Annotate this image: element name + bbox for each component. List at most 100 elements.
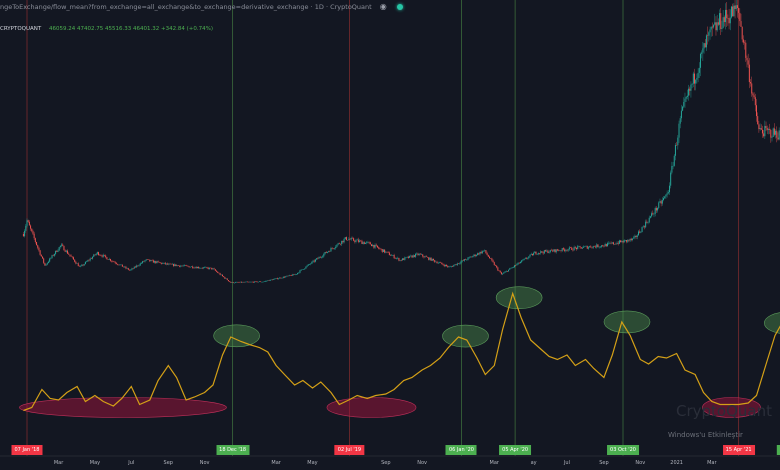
candle-body <box>637 231 639 236</box>
candle-body <box>314 259 316 262</box>
candle-body <box>741 26 743 40</box>
candle-body <box>690 84 692 91</box>
candle-body <box>198 266 200 269</box>
candle-body <box>269 279 271 281</box>
candle-body <box>659 201 661 203</box>
candle-body <box>736 5 738 9</box>
candle-body <box>316 258 318 260</box>
candle-body <box>604 244 606 247</box>
candle-body <box>468 256 470 258</box>
candle-body <box>652 213 654 215</box>
candle-body <box>535 251 537 255</box>
candle-body <box>69 254 71 256</box>
candle-body <box>241 281 243 283</box>
candle-body <box>27 220 29 222</box>
candle-body <box>276 278 278 280</box>
candle-body <box>710 26 712 30</box>
candle-body <box>403 258 405 260</box>
candle-body <box>37 245 39 248</box>
candle-body <box>72 257 74 260</box>
candle-body <box>138 265 140 266</box>
candle-body <box>491 258 493 261</box>
candle-body <box>372 244 374 247</box>
candle-body <box>730 6 732 18</box>
candle-body <box>90 258 92 260</box>
candle-body <box>192 266 194 268</box>
candle-body <box>692 73 694 84</box>
candle-body <box>64 250 66 252</box>
candle-body <box>424 256 426 258</box>
candle-body <box>350 238 352 240</box>
candle-body <box>621 241 623 243</box>
candle-body <box>177 265 179 266</box>
candle-body <box>22 234 24 237</box>
candle-body <box>658 202 660 208</box>
candle-body <box>186 265 188 267</box>
candle-body <box>436 261 438 264</box>
candle-body <box>624 240 626 241</box>
candle-body <box>775 130 777 135</box>
candle-body <box>674 144 676 156</box>
candle-body <box>206 267 208 268</box>
time-axis-tick: Nov <box>417 460 428 466</box>
candle-body <box>560 250 562 252</box>
candle-body <box>517 262 519 265</box>
candle-body <box>140 263 142 264</box>
candle-body <box>252 281 254 283</box>
chart-title: ngeToExchange/flow_mean?from_exchange=al… <box>0 2 372 11</box>
time-axis-tick: Jul <box>563 460 570 466</box>
candle-body <box>667 192 669 194</box>
candle-body <box>119 264 121 266</box>
candle-body <box>759 128 761 130</box>
candle-body <box>131 268 133 270</box>
candle-body <box>456 263 458 266</box>
candle-body <box>47 261 49 263</box>
candle-body <box>497 267 499 271</box>
candle-body <box>758 124 760 130</box>
candle-body <box>26 220 28 226</box>
os-activation-watermark: Windows'u Etkinleştir <box>668 431 743 439</box>
candle-body <box>78 266 80 267</box>
candle-body <box>682 106 684 111</box>
candle-body <box>45 264 47 266</box>
candle-body <box>643 226 645 228</box>
candle-body <box>55 250 57 255</box>
eye-hidden-icon[interactable]: ◉ <box>379 2 387 11</box>
candle-body <box>614 244 616 245</box>
candle-body <box>328 251 330 252</box>
candle-body <box>742 39 744 43</box>
candle-body <box>351 238 353 239</box>
candle-body <box>745 42 747 58</box>
candle-body <box>180 265 182 267</box>
low-zone-ellipse <box>19 397 227 418</box>
candle-body <box>578 246 580 247</box>
candle-body <box>380 248 382 250</box>
candle-body <box>734 5 736 9</box>
candle-body <box>231 282 233 283</box>
candle-body <box>576 247 578 250</box>
candle-body <box>256 281 258 283</box>
candle-body <box>564 249 566 251</box>
candle-body <box>207 267 209 269</box>
candle-body <box>156 261 158 264</box>
candle-body <box>361 240 363 244</box>
candle-body <box>312 260 314 262</box>
candle-body <box>289 275 291 276</box>
candle-body <box>242 282 244 283</box>
candle-body <box>605 244 607 247</box>
candle-body <box>739 12 741 22</box>
candle-body <box>341 240 343 245</box>
candle-body <box>452 266 454 267</box>
ohlc-values: 46059.24 47402.75 45516.33 46401.32 +342… <box>49 26 213 32</box>
candle-body <box>473 254 475 257</box>
candle-body <box>179 265 181 267</box>
candle-body <box>83 264 85 266</box>
candle-body <box>274 278 276 280</box>
candle-body <box>362 242 364 244</box>
candle-body <box>672 165 674 167</box>
candle-body <box>540 251 542 254</box>
candle-body <box>589 246 591 248</box>
candle-body <box>757 116 759 125</box>
candle-body <box>137 265 139 267</box>
